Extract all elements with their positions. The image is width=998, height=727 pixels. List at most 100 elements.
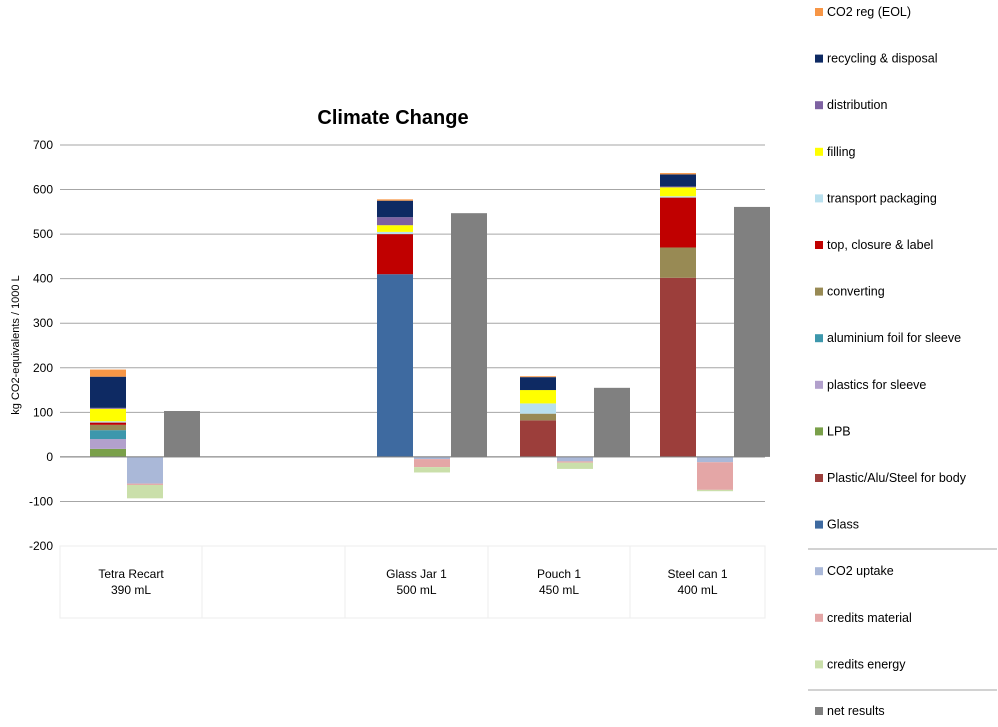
bar-segment	[520, 403, 556, 414]
y-tick-label: 700	[33, 138, 53, 152]
category-volume: 400 mL	[677, 583, 717, 597]
net-result-bar	[594, 387, 630, 457]
legend-label: CO2 reg (EOL)	[827, 5, 911, 19]
bar-segment	[90, 421, 126, 423]
chart-title: Climate Change	[317, 107, 468, 129]
legend-swatch	[815, 474, 823, 482]
y-tick-label: 200	[33, 361, 53, 375]
category-cell	[629, 545, 766, 619]
bar-segment	[660, 174, 696, 187]
bar-segment	[90, 408, 126, 422]
category-volume: 500 mL	[396, 583, 436, 597]
net-result-bar	[451, 213, 487, 457]
credit-bar-segment	[127, 483, 163, 485]
bar-segment	[90, 407, 126, 409]
legend-label: filling	[827, 145, 856, 159]
y-tick-label: 600	[33, 183, 53, 197]
credit-bar-segment	[414, 459, 450, 468]
category-volume: 390 mL	[111, 583, 151, 597]
bar-segment	[377, 274, 413, 457]
y-tick-label: 300	[33, 316, 53, 330]
bar-segment	[520, 377, 556, 391]
category-cell	[344, 545, 489, 619]
credit-bar-segment	[127, 456, 163, 484]
legend-label: net results	[827, 704, 885, 718]
legend-label: distribution	[827, 98, 887, 112]
legend-swatch	[815, 101, 823, 110]
legend-swatch	[815, 613, 823, 622]
bar-segment	[90, 439, 126, 449]
legend-swatch	[815, 707, 823, 715]
y-tick-label: 400	[33, 272, 53, 286]
legend-label: transport packaging	[827, 191, 937, 205]
net-result-bar	[734, 206, 770, 457]
legend-label: credits energy	[827, 657, 906, 671]
bar-segment	[660, 196, 696, 198]
category-name: Tetra Recart	[98, 567, 164, 581]
bar-segment	[660, 197, 696, 248]
legend-label: CO2 uptake	[827, 564, 894, 578]
legend-label: recycling & disposal	[827, 52, 937, 66]
legend-swatch	[815, 8, 823, 16]
bar-segment	[520, 413, 556, 421]
credit-bar-segment	[414, 456, 450, 460]
bar-segment	[660, 173, 696, 175]
y-axis-ticks: -200 -100 0 100 200 300 400 500 600 700	[29, 138, 53, 553]
bar-segment	[520, 376, 556, 378]
legend-swatch	[815, 287, 823, 296]
category-name: Pouch 1	[537, 567, 581, 581]
credit-bar-segment	[557, 456, 593, 462]
bar-segment	[377, 234, 413, 275]
bar-segment	[660, 247, 696, 278]
y-tick-label: -200	[29, 539, 53, 553]
y-tick-label: 500	[33, 227, 53, 241]
legend-swatch	[815, 567, 823, 576]
credit-bar-segment	[697, 462, 733, 490]
legend-swatch	[815, 147, 823, 156]
legend-swatch	[815, 241, 823, 249]
credit-bar-segment	[697, 489, 733, 492]
category-name: Steel can 1	[667, 567, 727, 581]
legend-label: Plastic/Alu/Steel for body	[827, 471, 967, 485]
legend-swatch	[815, 427, 823, 436]
legend-swatch	[815, 194, 823, 203]
bar-segment	[90, 376, 126, 408]
bar-segment	[377, 225, 413, 232]
legend-label: credits material	[827, 611, 912, 625]
category-labels: Tetra Recart 390 mL Glass Jar 1 500 mL Pouch…	[59, 545, 766, 619]
bar-segment	[377, 200, 413, 218]
category-cell	[487, 545, 631, 619]
bar-segment	[90, 430, 126, 440]
credit-bar-segment	[557, 461, 593, 463]
credit-bar-segment	[127, 484, 163, 499]
bar-segment	[520, 420, 556, 457]
legend-swatch	[815, 660, 823, 669]
category-cell	[59, 545, 203, 619]
category-volume: 450 mL	[539, 583, 579, 597]
legend: CO2 reg (EOL) recycling & disposal distrib…	[808, 5, 997, 718]
category-cell	[201, 545, 346, 619]
y-tick-label: 100	[33, 405, 53, 419]
legend-label: converting	[827, 285, 885, 299]
bar-segment	[660, 186, 696, 188]
legend-swatch	[815, 380, 823, 389]
bar-segment	[377, 217, 413, 226]
legend-label: Glass	[827, 518, 859, 532]
net-result-bar	[164, 410, 200, 457]
bar-segment	[520, 390, 556, 404]
y-axis-label: kg CO2-equivalents / 1000 L	[10, 275, 22, 414]
legend-label: top, closure & label	[827, 238, 933, 252]
bar-segment	[377, 199, 413, 201]
y-tick-label: 0	[46, 450, 53, 464]
bars	[60, 173, 770, 499]
legend-label: LPB	[827, 424, 851, 438]
bar-segment	[90, 369, 126, 377]
category-name: Glass Jar 1	[386, 567, 447, 581]
legend-label: plastics for sleeve	[827, 378, 926, 392]
bar-segment	[90, 422, 126, 425]
y-tick-label: -100	[29, 494, 53, 508]
legend-label: aluminium foil for sleeve	[827, 331, 961, 345]
credit-bar-segment	[697, 456, 733, 463]
